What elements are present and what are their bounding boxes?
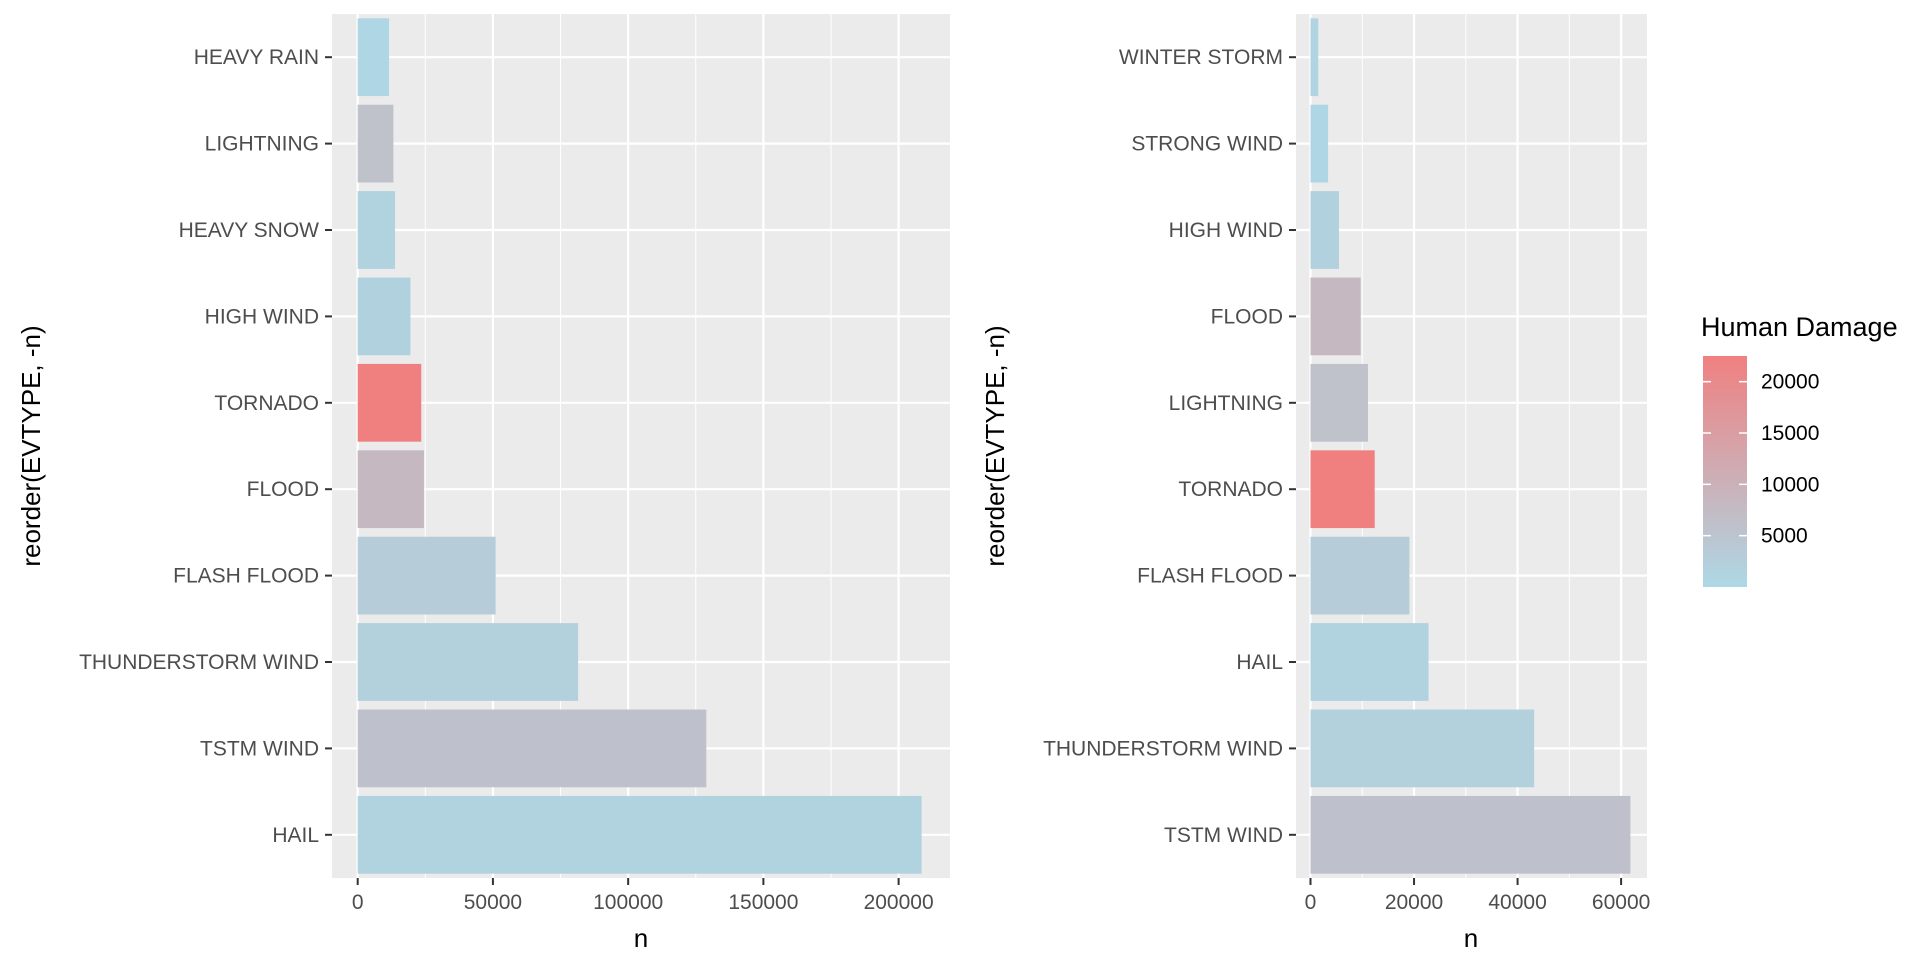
left-x-axis: 0 50000 100000 150000 200000	[352, 878, 934, 914]
right-y-tick-label: TORNADO	[1178, 478, 1283, 501]
legend-tick-label: 10000	[1761, 473, 1819, 496]
right-y-axis: TSTM WIND THUNDERSTORM WIND HAIL FLASH FLOO…	[1043, 46, 1296, 847]
left-bar	[357, 709, 707, 788]
left-y-tick-label: TSTM WIND	[200, 737, 319, 760]
left-y-tick-label: TORNADO	[214, 392, 319, 415]
right-bar	[1310, 104, 1329, 183]
right-y-tick-label: THUNDERSTORM WIND	[1043, 737, 1283, 760]
legend: Human Damage 5000 10000 15000 20000	[1701, 312, 1898, 587]
left-x-tick-label: 200000	[864, 891, 934, 914]
right-x-tick-label: 40000	[1488, 891, 1546, 914]
right-x-tick-label: 20000	[1385, 891, 1443, 914]
left-x-tick-label: 100000	[593, 891, 663, 914]
left-y-tick-label: THUNDERSTORM WIND	[79, 651, 319, 674]
left-bar	[357, 623, 579, 701]
right-y-tick-label: HIGH WIND	[1169, 219, 1283, 242]
right-bar	[1310, 450, 1375, 529]
legend-tick-label: 5000	[1761, 525, 1808, 548]
legend-tick-label: 15000	[1761, 422, 1819, 445]
right-chart: TSTM WIND THUNDERSTORM WIND HAIL FLASH FLOO…	[980, 14, 1650, 953]
left-y-tick-label: HEAVY SNOW	[179, 219, 320, 242]
left-y-tick-label: FLASH FLOOD	[173, 565, 319, 588]
legend-colorbar	[1703, 356, 1747, 587]
left-bars	[357, 18, 922, 874]
left-bar	[357, 450, 424, 529]
right-y-tick-label: FLASH FLOOD	[1137, 565, 1283, 588]
right-bar	[1310, 623, 1429, 701]
left-bar	[357, 191, 396, 269]
right-y-tick-label: HAIL	[1236, 651, 1283, 674]
right-y-axis-title: reorder(EVTYPE, -n)	[980, 325, 1010, 566]
left-y-tick-label: LIGHTNING	[205, 133, 319, 156]
right-bar	[1310, 277, 1361, 356]
right-bar	[1310, 363, 1368, 442]
right-bar	[1310, 18, 1319, 97]
right-x-axis: 0 20000 40000 60000	[1305, 878, 1650, 914]
legend-ticks: 5000 10000 15000 20000	[1703, 371, 1819, 548]
left-y-tick-label: HEAVY RAIN	[194, 46, 319, 69]
left-y-axis-title: reorder(EVTYPE, -n)	[16, 325, 46, 566]
left-x-tick-label: 150000	[728, 891, 798, 914]
left-x-tick-label: 50000	[464, 891, 522, 914]
left-y-tick-label: FLOOD	[247, 478, 319, 501]
left-bar	[357, 795, 922, 874]
right-bar	[1310, 191, 1339, 269]
right-x-tick-label: 60000	[1592, 891, 1650, 914]
left-bar	[357, 536, 496, 615]
left-bar	[357, 363, 422, 442]
left-x-axis-title: n	[634, 923, 648, 953]
right-bar	[1310, 536, 1410, 615]
left-bar	[357, 18, 390, 97]
right-bars	[1310, 18, 1631, 874]
left-chart: HAIL TSTM WIND THUNDERSTORM WIND FLASH FLOO…	[16, 14, 950, 953]
legend-tick-label: 20000	[1761, 371, 1819, 394]
right-y-tick-label: STRONG WIND	[1131, 133, 1283, 156]
left-y-tick-label: HIGH WIND	[205, 305, 319, 328]
left-bar	[357, 104, 394, 183]
right-bar	[1310, 795, 1631, 874]
left-bar	[357, 277, 411, 356]
right-x-axis-title: n	[1464, 923, 1478, 953]
left-y-axis: HAIL TSTM WIND THUNDERSTORM WIND FLASH FLOO…	[79, 46, 332, 847]
left-x-tick-label: 0	[352, 891, 364, 914]
right-x-tick-label: 0	[1305, 891, 1317, 914]
left-y-tick-label: HAIL	[272, 824, 319, 847]
right-y-tick-label: TSTM WIND	[1164, 824, 1283, 847]
right-bar	[1310, 709, 1535, 788]
right-y-tick-label: LIGHTNING	[1169, 392, 1283, 415]
right-y-tick-label: FLOOD	[1211, 305, 1283, 328]
right-y-tick-label: WINTER STORM	[1119, 46, 1283, 69]
legend-title: Human Damage	[1701, 312, 1898, 342]
